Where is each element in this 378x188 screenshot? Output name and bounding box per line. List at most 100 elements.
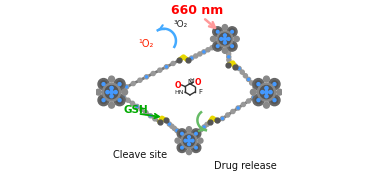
Circle shape bbox=[122, 96, 124, 98]
Circle shape bbox=[105, 86, 118, 99]
Circle shape bbox=[198, 138, 203, 143]
Circle shape bbox=[231, 45, 233, 47]
Circle shape bbox=[211, 36, 216, 42]
Circle shape bbox=[248, 78, 249, 80]
Circle shape bbox=[226, 45, 231, 50]
Circle shape bbox=[240, 70, 244, 74]
Circle shape bbox=[116, 81, 123, 87]
Circle shape bbox=[231, 109, 235, 114]
Circle shape bbox=[246, 77, 251, 81]
Circle shape bbox=[213, 41, 223, 51]
Text: N: N bbox=[187, 80, 192, 85]
Circle shape bbox=[118, 99, 121, 102]
Circle shape bbox=[260, 86, 273, 99]
Circle shape bbox=[171, 61, 175, 65]
Circle shape bbox=[138, 78, 142, 82]
Circle shape bbox=[255, 81, 262, 87]
Circle shape bbox=[194, 132, 198, 136]
Circle shape bbox=[228, 56, 230, 58]
Circle shape bbox=[110, 90, 113, 94]
Circle shape bbox=[265, 86, 268, 90]
Circle shape bbox=[246, 99, 251, 103]
Circle shape bbox=[180, 133, 184, 137]
Text: ¹O₂: ¹O₂ bbox=[138, 39, 154, 49]
Circle shape bbox=[227, 55, 231, 59]
Circle shape bbox=[261, 91, 264, 94]
Circle shape bbox=[175, 128, 179, 133]
Circle shape bbox=[234, 36, 239, 42]
Circle shape bbox=[257, 99, 260, 102]
Circle shape bbox=[186, 127, 192, 132]
Circle shape bbox=[144, 75, 149, 79]
Circle shape bbox=[238, 67, 240, 70]
Circle shape bbox=[253, 96, 255, 99]
Circle shape bbox=[265, 95, 268, 98]
Circle shape bbox=[237, 107, 239, 109]
Circle shape bbox=[179, 145, 185, 150]
Circle shape bbox=[273, 99, 276, 102]
Circle shape bbox=[149, 114, 152, 118]
Circle shape bbox=[219, 33, 231, 45]
Circle shape bbox=[257, 83, 260, 86]
Circle shape bbox=[108, 102, 115, 108]
Text: F: F bbox=[198, 89, 203, 95]
Circle shape bbox=[114, 91, 117, 94]
Text: GSH: GSH bbox=[124, 105, 148, 115]
Circle shape bbox=[131, 82, 135, 86]
Circle shape bbox=[202, 50, 206, 54]
Circle shape bbox=[181, 132, 183, 135]
Circle shape bbox=[253, 85, 257, 89]
Circle shape bbox=[124, 85, 129, 89]
Circle shape bbox=[223, 37, 226, 41]
Circle shape bbox=[205, 122, 209, 127]
Circle shape bbox=[135, 104, 139, 108]
Circle shape bbox=[195, 132, 197, 135]
Circle shape bbox=[100, 81, 107, 87]
Circle shape bbox=[194, 54, 198, 58]
Circle shape bbox=[110, 86, 113, 90]
Circle shape bbox=[130, 101, 135, 105]
Text: Drug release: Drug release bbox=[214, 161, 276, 171]
Text: O: O bbox=[194, 78, 201, 87]
Circle shape bbox=[193, 145, 199, 150]
Circle shape bbox=[214, 44, 218, 48]
Circle shape bbox=[227, 58, 231, 62]
Circle shape bbox=[243, 74, 248, 78]
Circle shape bbox=[191, 129, 201, 139]
Circle shape bbox=[226, 113, 230, 117]
Circle shape bbox=[236, 106, 240, 110]
Circle shape bbox=[217, 31, 233, 47]
Circle shape bbox=[215, 29, 221, 35]
Text: O: O bbox=[174, 80, 181, 89]
Circle shape bbox=[136, 105, 138, 108]
Circle shape bbox=[172, 126, 177, 130]
Circle shape bbox=[227, 47, 229, 49]
Circle shape bbox=[263, 102, 270, 108]
Circle shape bbox=[206, 48, 210, 52]
Circle shape bbox=[96, 89, 101, 95]
Circle shape bbox=[277, 89, 282, 95]
Circle shape bbox=[183, 135, 195, 146]
Circle shape bbox=[191, 139, 194, 142]
Circle shape bbox=[187, 143, 191, 146]
Circle shape bbox=[108, 76, 115, 82]
Circle shape bbox=[177, 143, 187, 152]
Circle shape bbox=[195, 146, 197, 149]
Circle shape bbox=[269, 95, 280, 106]
Circle shape bbox=[158, 68, 162, 72]
Circle shape bbox=[126, 98, 130, 102]
Circle shape bbox=[252, 96, 256, 100]
Circle shape bbox=[181, 146, 183, 149]
Circle shape bbox=[110, 95, 113, 98]
Circle shape bbox=[216, 30, 219, 33]
Circle shape bbox=[102, 83, 121, 101]
Circle shape bbox=[98, 79, 109, 90]
Circle shape bbox=[100, 97, 107, 103]
Circle shape bbox=[177, 131, 181, 135]
Circle shape bbox=[253, 79, 264, 90]
Circle shape bbox=[190, 56, 194, 60]
Circle shape bbox=[226, 49, 231, 53]
Circle shape bbox=[146, 76, 147, 78]
Circle shape bbox=[250, 81, 254, 85]
Text: H: H bbox=[190, 78, 195, 83]
